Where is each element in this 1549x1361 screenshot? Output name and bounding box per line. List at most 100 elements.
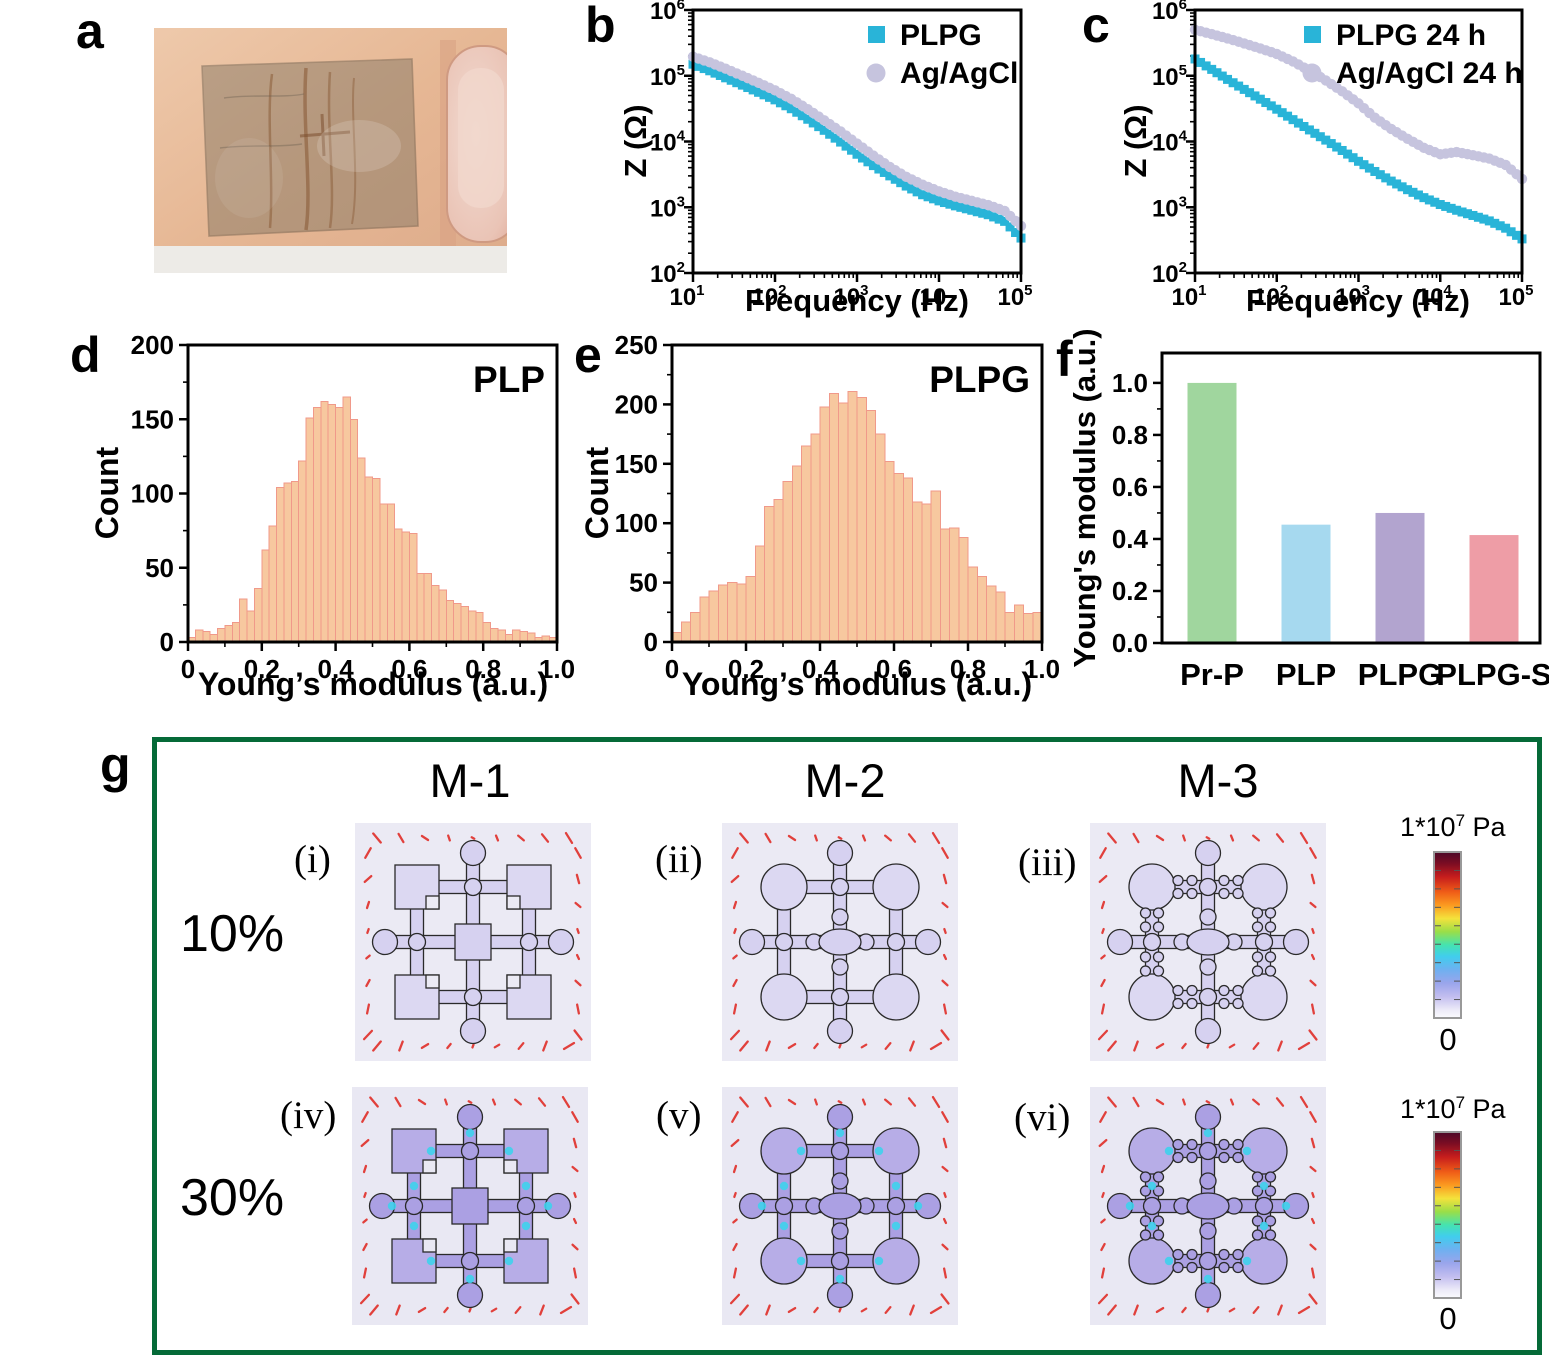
svg-text:Z (Ω): Z (Ω)	[618, 104, 653, 177]
svg-text:Ag/AgCl: Ag/AgCl	[900, 57, 1018, 90]
svg-text:0.4: 0.4	[318, 654, 355, 684]
impedance-chart: 101 102 103 10 105102103104105106PLPGAg/AgCl…	[618, 0, 1033, 318]
colorbar-2-max-label: 1*107 Pa	[1400, 1094, 1506, 1123]
svg-text:105: 105	[1498, 282, 1533, 311]
svg-text:0.6: 0.6	[876, 654, 912, 684]
svg-text:102: 102	[751, 282, 786, 311]
svg-text:0.0: 0.0	[1112, 628, 1148, 658]
svg-text:103: 103	[1335, 282, 1370, 311]
svg-text:104: 104	[1417, 282, 1453, 311]
fem-tile-ii	[722, 823, 958, 1061]
svg-text:0: 0	[665, 654, 679, 684]
svg-text:PLPG-S: PLPG-S	[1436, 657, 1549, 692]
svg-text:Young’s modulus (a.u.): Young’s modulus (a.u.)	[682, 666, 1032, 702]
colorbar-max-suffix: Pa	[1465, 812, 1506, 842]
column-header-m3: M-3	[1177, 754, 1259, 807]
colorbar-1-min-label: 0	[1439, 1022, 1457, 1057]
colorbar-2-min-label: 0	[1439, 1301, 1457, 1336]
svg-text:100: 100	[131, 479, 174, 509]
cell-label-vi: (vi)	[1014, 1096, 1071, 1139]
svg-text:0.6: 0.6	[391, 654, 427, 684]
panel-f-label: f	[1056, 331, 1073, 387]
panel-e-label: e	[574, 327, 602, 383]
row-label-10pct: 10%	[180, 905, 285, 963]
panel-d-label: d	[70, 327, 101, 383]
svg-text:1.0: 1.0	[1112, 368, 1148, 398]
svg-text:0.6: 0.6	[1112, 472, 1148, 502]
svg-text:0.8: 0.8	[950, 654, 986, 684]
colorbar-max-prefix: 1*10	[1400, 1094, 1456, 1124]
svg-text:101: 101	[669, 282, 704, 311]
colorbar-2	[1433, 1131, 1462, 1299]
svg-text:0.4: 0.4	[1112, 524, 1149, 554]
colorbar-max-suffix: Pa	[1465, 1094, 1506, 1124]
svg-text:Ag/AgCl 24 h: Ag/AgCl 24 h	[1336, 57, 1523, 90]
svg-text:PLPG: PLPG	[929, 359, 1030, 400]
column-header-m1: M-1	[429, 754, 511, 807]
svg-text:0.2: 0.2	[728, 654, 764, 684]
svg-text:50: 50	[629, 568, 658, 598]
svg-text:103: 103	[833, 282, 868, 311]
svg-text:100: 100	[615, 508, 658, 538]
svg-text:105: 105	[997, 282, 1032, 311]
svg-text:105: 105	[650, 62, 685, 91]
svg-text:1.0: 1.0	[539, 654, 575, 684]
row-label-30pct: 30%	[180, 1169, 285, 1227]
svg-text:0.8: 0.8	[465, 654, 501, 684]
svg-text:Z (Ω): Z (Ω)	[1118, 104, 1153, 177]
svg-text:50: 50	[145, 553, 174, 583]
svg-text:0.8: 0.8	[1112, 420, 1148, 450]
modulus-histogram-plp: 0 0.2 0.4 0.6 0.8 1.0 0 50 100 150 200 PLP Young’s m…	[89, 330, 575, 702]
svg-text:PLPG: PLPG	[900, 19, 982, 52]
svg-text:10: 10	[920, 284, 947, 311]
cell-label-v: (v)	[656, 1094, 702, 1137]
panel-c-label: c	[1082, 0, 1110, 53]
svg-text:106: 106	[1152, 0, 1187, 25]
svg-text:Frequency (Hz): Frequency (Hz)	[745, 283, 969, 318]
svg-text:0.2: 0.2	[244, 654, 280, 684]
column-header-m2: M-2	[804, 754, 886, 807]
panel-b-label: b	[585, 0, 616, 53]
modulus-histogram-plpg: 0 0.2 0.4 0.6 0.8 1.0 0 50 100 150 200 250 PLPG Young…	[579, 330, 1060, 702]
svg-text:Frequency (Hz): Frequency (Hz)	[1246, 283, 1470, 318]
cell-label-iv: (iv)	[280, 1094, 337, 1137]
svg-text:104: 104	[1152, 128, 1188, 157]
skin-patch-photo	[154, 28, 507, 273]
svg-text:150: 150	[131, 404, 174, 434]
svg-text:PLPG: PLPG	[1358, 657, 1442, 692]
svg-text:102: 102	[650, 259, 685, 288]
svg-text:0: 0	[160, 627, 174, 657]
panel-g-box	[152, 737, 1542, 1355]
svg-text:103: 103	[1152, 193, 1187, 222]
svg-text:PLPG 24 h: PLPG 24 h	[1336, 19, 1486, 52]
cell-label-i: (i)	[294, 838, 331, 881]
svg-text:102: 102	[1152, 259, 1187, 288]
colorbar-max-prefix: 1*10	[1400, 812, 1456, 842]
cell-label-iii: (iii)	[1018, 841, 1077, 884]
colorbar-max-exp: 7	[1455, 811, 1466, 830]
svg-text:PLP: PLP	[1276, 657, 1336, 692]
colorbar-1-max-label: 1*107 Pa	[1400, 812, 1506, 841]
svg-text:Count: Count	[579, 446, 615, 539]
svg-text:0: 0	[644, 627, 658, 657]
svg-text:102: 102	[1253, 282, 1288, 311]
svg-text:250: 250	[615, 330, 658, 360]
fem-tile-i	[355, 823, 591, 1061]
cell-label-ii: (ii)	[655, 838, 703, 881]
svg-text:103: 103	[650, 193, 685, 222]
svg-text:150: 150	[615, 449, 658, 479]
svg-text:200: 200	[615, 389, 658, 419]
svg-text:106: 106	[650, 0, 685, 25]
svg-text:200: 200	[131, 330, 174, 360]
svg-text:105: 105	[1152, 62, 1187, 91]
svg-text:Pr-P: Pr-P	[1180, 657, 1244, 692]
svg-text:Young's modulus (a.u.): Young's modulus (a.u.)	[1067, 330, 1102, 668]
svg-text:0.4: 0.4	[802, 654, 839, 684]
panel-g-label: g	[100, 737, 131, 793]
svg-text:0: 0	[181, 654, 195, 684]
fem-tile-iii	[1090, 823, 1326, 1061]
svg-text:Young’s modulus (a.u.): Young’s modulus (a.u.)	[198, 666, 548, 702]
